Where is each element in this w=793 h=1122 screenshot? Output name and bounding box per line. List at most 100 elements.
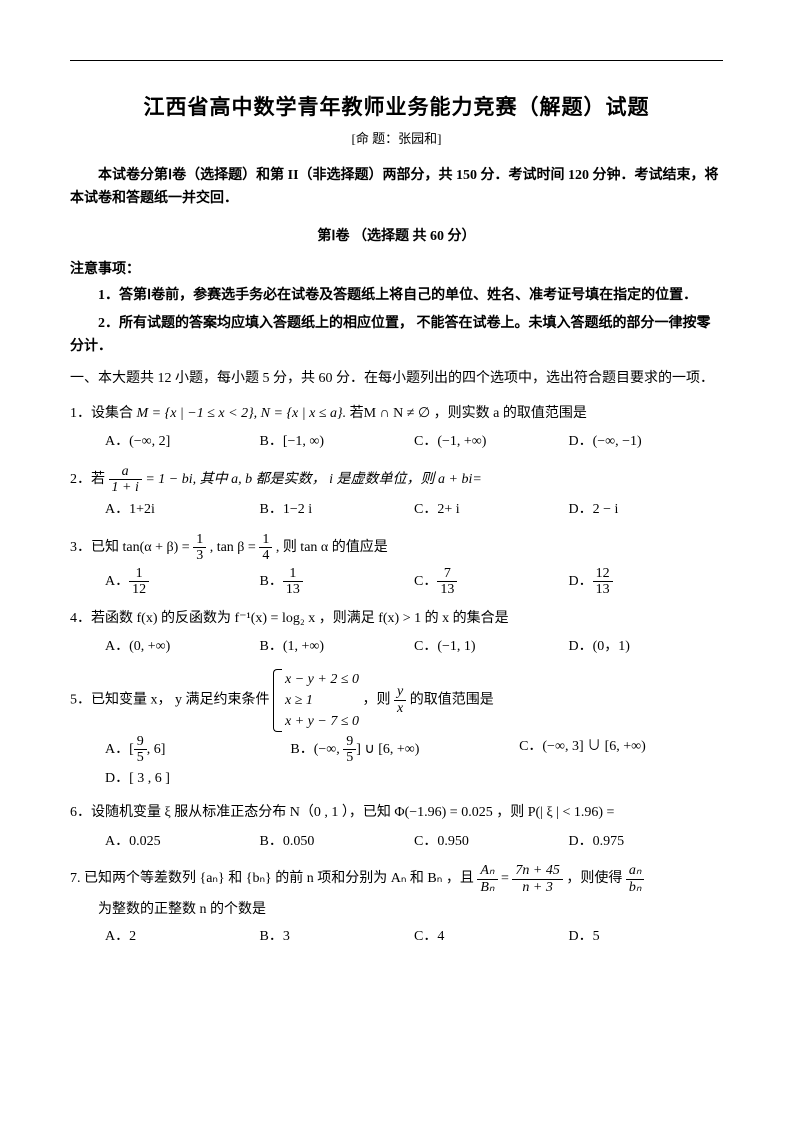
- q3-f1-num: 1: [193, 532, 206, 548]
- q1-opt-d: D．(−∞, −1): [569, 429, 724, 456]
- q5-a-pre: A．[: [105, 742, 134, 757]
- q3-d-num: 12: [593, 566, 613, 582]
- notice-item-1: 1．答第Ⅰ卷前，参赛选手务必在试卷及答题纸上将自己的单位、姓名、准考证号填在指定…: [70, 285, 723, 307]
- q6-opt-d: D．0.975: [569, 829, 724, 856]
- q3-a-num: 1: [129, 566, 149, 582]
- q2-opt-d: D．2 − i: [569, 497, 724, 524]
- q5-row1: x − y + 2 ≤ 0: [285, 669, 359, 690]
- q1-math: M = {x | −1 ≤ x < 2}, N = {x | x ≤ a}.: [137, 406, 347, 421]
- q3-c-label: C．: [414, 574, 437, 589]
- q5-opt-d: D．[ 3 , 6 ]: [105, 766, 723, 793]
- q3-mid1: , tan β =: [210, 540, 260, 555]
- q3-opt-d: D．1213: [569, 566, 724, 598]
- q5-frac-den: x: [394, 701, 406, 716]
- q7-mid2: ，则使得: [566, 872, 626, 887]
- q7-f3-den: bₙ: [626, 880, 645, 895]
- q5-mid: ，则: [363, 693, 395, 708]
- top-rule: [70, 60, 723, 61]
- question-1: 1．设集合 M = {x | −1 ≤ x < 2}, N = {x | x ≤…: [70, 401, 723, 456]
- q5-a-num: 9: [134, 734, 147, 750]
- q3-a-den: 12: [129, 582, 149, 597]
- q3-opt-a: A．112: [105, 566, 260, 598]
- q3-suffix: , 则 tan α 的值应是: [276, 540, 388, 555]
- q7-f3: aₙbₙ: [626, 863, 645, 895]
- q7-f3-num: aₙ: [626, 863, 645, 879]
- q1-opt-b: B．[−1, ∞): [260, 429, 415, 456]
- page-title: 江西省高中数学青年教师业务能力竞赛（解题）试题: [70, 91, 723, 125]
- q5-suffix: 的取值范围是: [410, 693, 494, 708]
- q5-a-post: , 6]: [147, 742, 166, 757]
- q3-b-label: B．: [260, 574, 283, 589]
- q3-f1: 13: [193, 532, 206, 564]
- q7-f1-num: Aₙ: [477, 863, 497, 879]
- q5-b-post: ] ∪ [6, +∞): [356, 742, 419, 757]
- q1-opt-a: A．(−∞, 2]: [105, 429, 260, 456]
- q7-f1: AₙBₙ: [477, 863, 497, 895]
- q1-suffix: 若M ∩ N ≠ ∅ ，则实数 a 的取值范围是: [350, 406, 587, 421]
- q6-opt-c: C．0.950: [414, 829, 569, 856]
- q3-c-den: 13: [437, 582, 457, 597]
- q2-opt-c: C．2+ i: [414, 497, 569, 524]
- question-2: 2．若 a 1 + i = 1 − bi, 其中 a, b 都是实数， i 是虚…: [70, 464, 723, 524]
- q3-b-num: 1: [283, 566, 303, 582]
- q7-f2-num: 7n + 45: [512, 863, 562, 879]
- q2-mid: = 1 − bi, 其中 a, b 都是实数， i 是虚数单位，则 a + bi…: [145, 472, 481, 487]
- q4-opt-c: C．(−1, 1): [414, 634, 569, 661]
- q7-f2-den: n + 3: [512, 880, 562, 895]
- q4-stem: 4．若函数 f(x) 的反函数为 f⁻¹(x) = log₂ x ，则满足 f(…: [70, 606, 723, 633]
- q2-frac-den: 1 + i: [109, 480, 142, 495]
- part1-instruction: 一、本大题共 12 小题，每小题 5 分，共 60 分．在每小题列出的四个选项中…: [70, 368, 723, 390]
- q3-opt-c: C．713: [414, 566, 569, 598]
- q6-opt-a: A．0.025: [105, 829, 260, 856]
- q7-opt-d: D．5: [569, 924, 724, 951]
- question-3: 3．已知 tan(α + β) = 13 , tan β = 14 , 则 ta…: [70, 532, 723, 598]
- q7-opt-c: C．4: [414, 924, 569, 951]
- q3-c-num: 7: [437, 566, 457, 582]
- q5-frac-num: y: [394, 684, 406, 700]
- q5-b-num: 9: [343, 734, 356, 750]
- q3-f2-den: 4: [259, 548, 272, 563]
- q7-prefix: 7. 已知两个等差数列 {aₙ} 和 {bₙ} 的前 n 项和分别为 Aₙ 和 …: [70, 872, 477, 887]
- q1-prefix: 1．设集合: [70, 406, 137, 421]
- question-4: 4．若函数 f(x) 的反函数为 f⁻¹(x) = log₂ x ，则满足 f(…: [70, 606, 723, 661]
- q3-d-den: 13: [593, 582, 613, 597]
- q6-stem: 6．设随机变量 ξ 服从标准正态分布 N（0 , 1 ），已知 Φ(−1.96)…: [70, 800, 723, 827]
- notice-title: 注意事项：: [70, 259, 723, 281]
- q5-row2: x ≥ 1: [285, 690, 359, 711]
- q7-opt-a: A．2: [105, 924, 260, 951]
- q7-mid: =: [501, 872, 512, 887]
- section-header: 第Ⅰ卷 （选择题 共 60 分）: [70, 226, 723, 248]
- q5-frac: yx: [394, 684, 406, 716]
- q3-d-label: D．: [569, 574, 593, 589]
- q5-opt-c: C．(−∞, 3] ∪ [6, +∞): [519, 734, 723, 766]
- q3-f2: 14: [259, 532, 272, 564]
- q3-a-label: A．: [105, 574, 129, 589]
- q5-row3: x + y − 7 ≤ 0: [285, 711, 359, 732]
- q1-opt-c: C．(−1, +∞): [414, 429, 569, 456]
- q2-frac: a 1 + i: [109, 464, 142, 496]
- q4-opt-a: A．(0, +∞): [105, 634, 260, 661]
- q4-opt-d: D．(0，1): [569, 634, 724, 661]
- q5-system: x − y + 2 ≤ 0 x ≥ 1 x + y − 7 ≤ 0: [273, 669, 359, 732]
- q7-opt-b: B．3: [260, 924, 415, 951]
- q5-a-den: 5: [134, 750, 147, 765]
- question-7: 7. 已知两个等差数列 {aₙ} 和 {bₙ} 的前 n 项和分别为 Aₙ 和 …: [70, 863, 723, 950]
- q5-opt-b: B．(−∞, 95] ∪ [6, +∞): [290, 734, 519, 766]
- q3-f1-den: 3: [193, 548, 206, 563]
- q5-opt-a: A．[95, 6]: [105, 734, 290, 766]
- question-6: 6．设随机变量 ξ 服从标准正态分布 N（0 , 1 ），已知 Φ(−1.96)…: [70, 800, 723, 855]
- q3-f2-num: 1: [259, 532, 272, 548]
- q3-b-den: 13: [283, 582, 303, 597]
- q7-f1-den: Bₙ: [477, 880, 497, 895]
- q7-f2: 7n + 45n + 3: [512, 863, 562, 895]
- q2-opt-a: A．1+2i: [105, 497, 260, 524]
- notice-item-2: 2．所有试题的答案均应填入答题纸上的相应位置， 不能答在试卷上。未填入答题纸的部…: [70, 313, 723, 358]
- q5-b-den: 5: [343, 750, 356, 765]
- q3-prefix: 3．已知 tan(α + β) =: [70, 540, 193, 555]
- q5-b-pre: B．(−∞,: [290, 742, 343, 757]
- q2-opt-b: B．1−2 i: [260, 497, 415, 524]
- question-5: 5．已知变量 x， y 满足约束条件 x − y + 2 ≤ 0 x ≥ 1 x…: [70, 669, 723, 792]
- q5-prefix: 5．已知变量 x， y 满足约束条件: [70, 693, 273, 708]
- q4-opt-b: B．(1, +∞): [260, 634, 415, 661]
- q2-frac-num: a: [109, 464, 142, 480]
